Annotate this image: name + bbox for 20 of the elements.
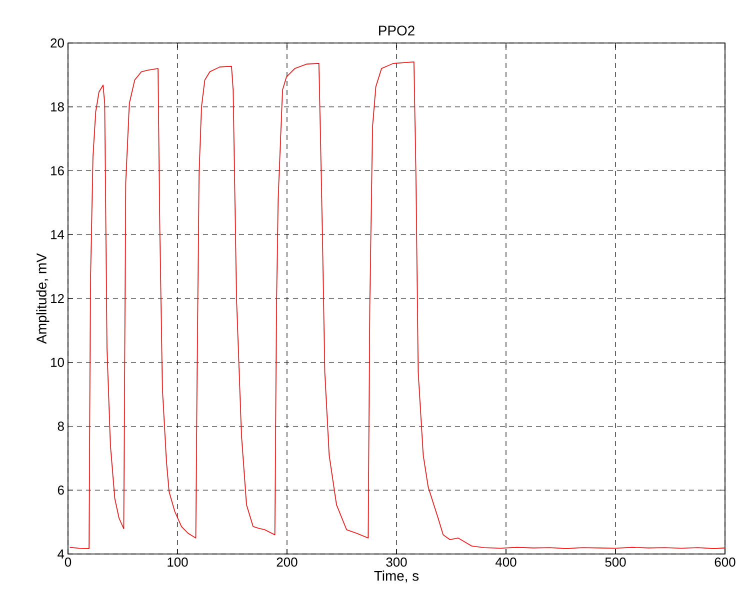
y-tick-label: 18 bbox=[51, 102, 64, 112]
x-tick-label: 200 bbox=[276, 558, 298, 567]
x-tick-label: 600 bbox=[714, 558, 736, 567]
x-tick-label: 400 bbox=[496, 558, 516, 567]
y-tick-label: 6 bbox=[58, 486, 64, 495]
x-tick-label: 100 bbox=[168, 558, 188, 567]
x-tick-label: 300 bbox=[386, 558, 407, 567]
x-tick-label: 0 bbox=[64, 558, 72, 567]
y-axis-title: Amplitude, mV bbox=[36, 253, 50, 344]
y-tick-label: 10 bbox=[51, 358, 64, 367]
chart-title: PPO2 bbox=[379, 26, 414, 36]
y-tick-label: 20 bbox=[50, 38, 64, 48]
line-series bbox=[69, 61, 726, 549]
y-tick-label: 16 bbox=[51, 166, 64, 176]
x-axis-title: Time, s bbox=[374, 570, 419, 582]
y-tick-label: 12 bbox=[51, 294, 64, 304]
y-tick-label: 8 bbox=[58, 422, 64, 431]
y-tick-label: 4 bbox=[58, 550, 64, 558]
y-tick-label: 14 bbox=[51, 230, 64, 240]
x-tick-label: 500 bbox=[605, 558, 626, 567]
